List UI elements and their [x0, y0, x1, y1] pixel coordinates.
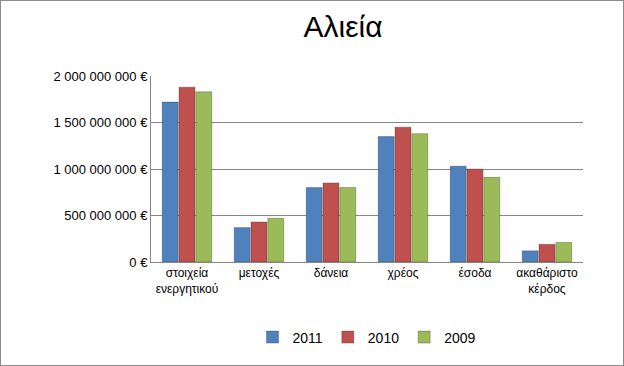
svg-text:2 000 000 000 €: 2 000 000 000 €	[53, 69, 148, 84]
svg-text:1 000 000 000 €: 1 000 000 000 €	[53, 162, 148, 177]
svg-text:500 000 000 €: 500 000 000 €	[64, 208, 148, 223]
svg-text:χρέος: χρέος	[388, 266, 419, 280]
svg-text:στοιχείαενεργητικού: στοιχείαενεργητικού	[156, 266, 219, 296]
svg-text:0 €: 0 €	[129, 255, 148, 270]
svg-text:2011: 2011	[293, 330, 323, 346]
svg-text:δάνεια: δάνεια	[314, 266, 349, 280]
svg-text:έσοδα: έσοδα	[458, 266, 491, 280]
svg-text:2010: 2010	[368, 330, 399, 346]
svg-text:2009: 2009	[444, 330, 475, 346]
svg-text:μετοχές: μετοχές	[239, 266, 280, 280]
svg-text:ακαθάριστοκέρδος: ακαθάριστοκέρδος	[516, 266, 578, 296]
svg-text:1 500 000 000 €: 1 500 000 000 €	[53, 115, 148, 130]
svg-text:Αλιεία: Αλιεία	[304, 10, 383, 43]
